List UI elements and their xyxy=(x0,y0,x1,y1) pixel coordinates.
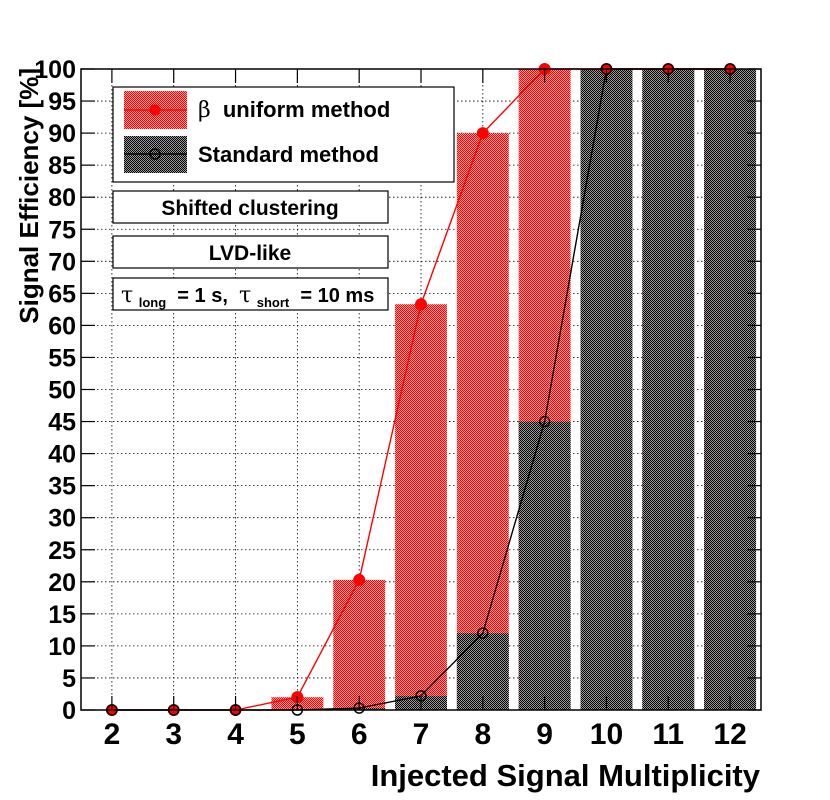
y-tick-label: 95 xyxy=(48,88,76,116)
x-tick-label: 8 xyxy=(474,718,491,751)
x-tick-label: 5 xyxy=(289,718,306,751)
legend-label-beta: β uniform method xyxy=(198,97,390,123)
annotation-detector: LVD-like xyxy=(112,235,389,269)
x-tick-label: 10 xyxy=(590,718,623,751)
y-tick-label: 40 xyxy=(48,441,76,469)
y-tick-label: 70 xyxy=(48,248,76,276)
tau-long-symbol: τ xyxy=(121,283,133,308)
y-tick-label: 15 xyxy=(48,601,76,629)
x-tick-label: 6 xyxy=(351,718,368,751)
y-tick-label: 60 xyxy=(48,312,76,340)
y-axis-title: Signal Efficiency [%] xyxy=(14,68,44,324)
x-tick-label: 3 xyxy=(165,718,182,751)
y-tick-label: 30 xyxy=(48,505,76,533)
point-beta-uniform xyxy=(353,573,366,586)
y-tick-label: 75 xyxy=(48,216,76,244)
bar-standard xyxy=(642,69,695,710)
legend-beta-symbol: β xyxy=(198,98,211,123)
legend-marker-beta xyxy=(149,104,161,116)
y-tick-label: 55 xyxy=(48,344,76,372)
annotation-clustering-text: Shifted clustering xyxy=(161,197,338,220)
y-tick-label: 45 xyxy=(48,409,76,437)
tau-short-value: = 10 ms xyxy=(295,285,375,307)
point-beta-uniform xyxy=(476,127,489,140)
annotation-clustering-box xyxy=(112,190,389,224)
annotation-detector-text: LVD-like xyxy=(209,242,291,265)
y-tick-label: 5 xyxy=(62,665,76,693)
bar-standard xyxy=(518,421,571,710)
x-tick-label: 12 xyxy=(713,718,746,751)
annotation-detector-box xyxy=(112,235,389,269)
y-tick-label: 90 xyxy=(48,120,76,148)
legend-label-standard: Standard method xyxy=(198,142,379,167)
legend-marker-standard xyxy=(149,148,161,160)
tau-long-subscript: long xyxy=(139,295,166,310)
x-tick-label: 4 xyxy=(227,718,244,751)
point-standard xyxy=(477,627,489,639)
annotation-tau-text: τ long = 1 s, τ short = 10 ms xyxy=(121,283,374,312)
x-tick-label: 2 xyxy=(104,718,121,751)
tau-short-symbol: τ xyxy=(239,283,251,308)
y-tick-label: 100 xyxy=(34,56,76,84)
y-tick-label: 50 xyxy=(48,377,76,405)
tau-short-subscript: short xyxy=(257,295,290,310)
y-tick-label: 65 xyxy=(48,280,76,308)
legend-beta-text: uniform method xyxy=(223,97,390,122)
bar-beta-uniform xyxy=(395,304,447,710)
annotation-clustering: Shifted clustering xyxy=(112,190,389,224)
x-tick-label: 11 xyxy=(652,718,684,751)
bar-beta-uniform xyxy=(456,133,509,711)
legend: β uniform method Standard method xyxy=(112,86,455,183)
y-tick-label: 80 xyxy=(48,184,76,212)
standard-method-bars xyxy=(333,69,757,710)
y-tick-labels: 0 5 10 15 20 25 30 35 40 45 50 55 60 65 70 75 80 85 90 95 10… xyxy=(34,56,76,725)
y-tick-label: 0 xyxy=(62,697,76,725)
annotation-tau-box xyxy=(112,277,389,311)
annotation-tau: τ long = 1 s, τ short = 10 ms xyxy=(112,277,389,312)
y-tick-label: 35 xyxy=(48,473,76,501)
x-axis-title: Injected Signal Multiplicity xyxy=(371,758,761,793)
x-tick-label: 7 xyxy=(413,718,430,751)
point-standard xyxy=(538,415,551,428)
tau-long-value: = 1 s, xyxy=(172,285,234,307)
y-tick-label: 25 xyxy=(48,537,76,565)
bar-beta-uniform xyxy=(333,579,386,710)
x-tick-label: 9 xyxy=(536,718,553,751)
y-tick-label: 10 xyxy=(48,633,76,661)
y-tick-label: 85 xyxy=(48,152,76,180)
point-beta-uniform xyxy=(415,298,427,311)
x-tick-labels: 2 3 4 5 6 7 8 9 10 11 12 xyxy=(104,718,747,751)
bar-standard xyxy=(580,69,633,710)
y-tick-label: 20 xyxy=(48,569,76,597)
axis-ticks xyxy=(81,68,761,711)
